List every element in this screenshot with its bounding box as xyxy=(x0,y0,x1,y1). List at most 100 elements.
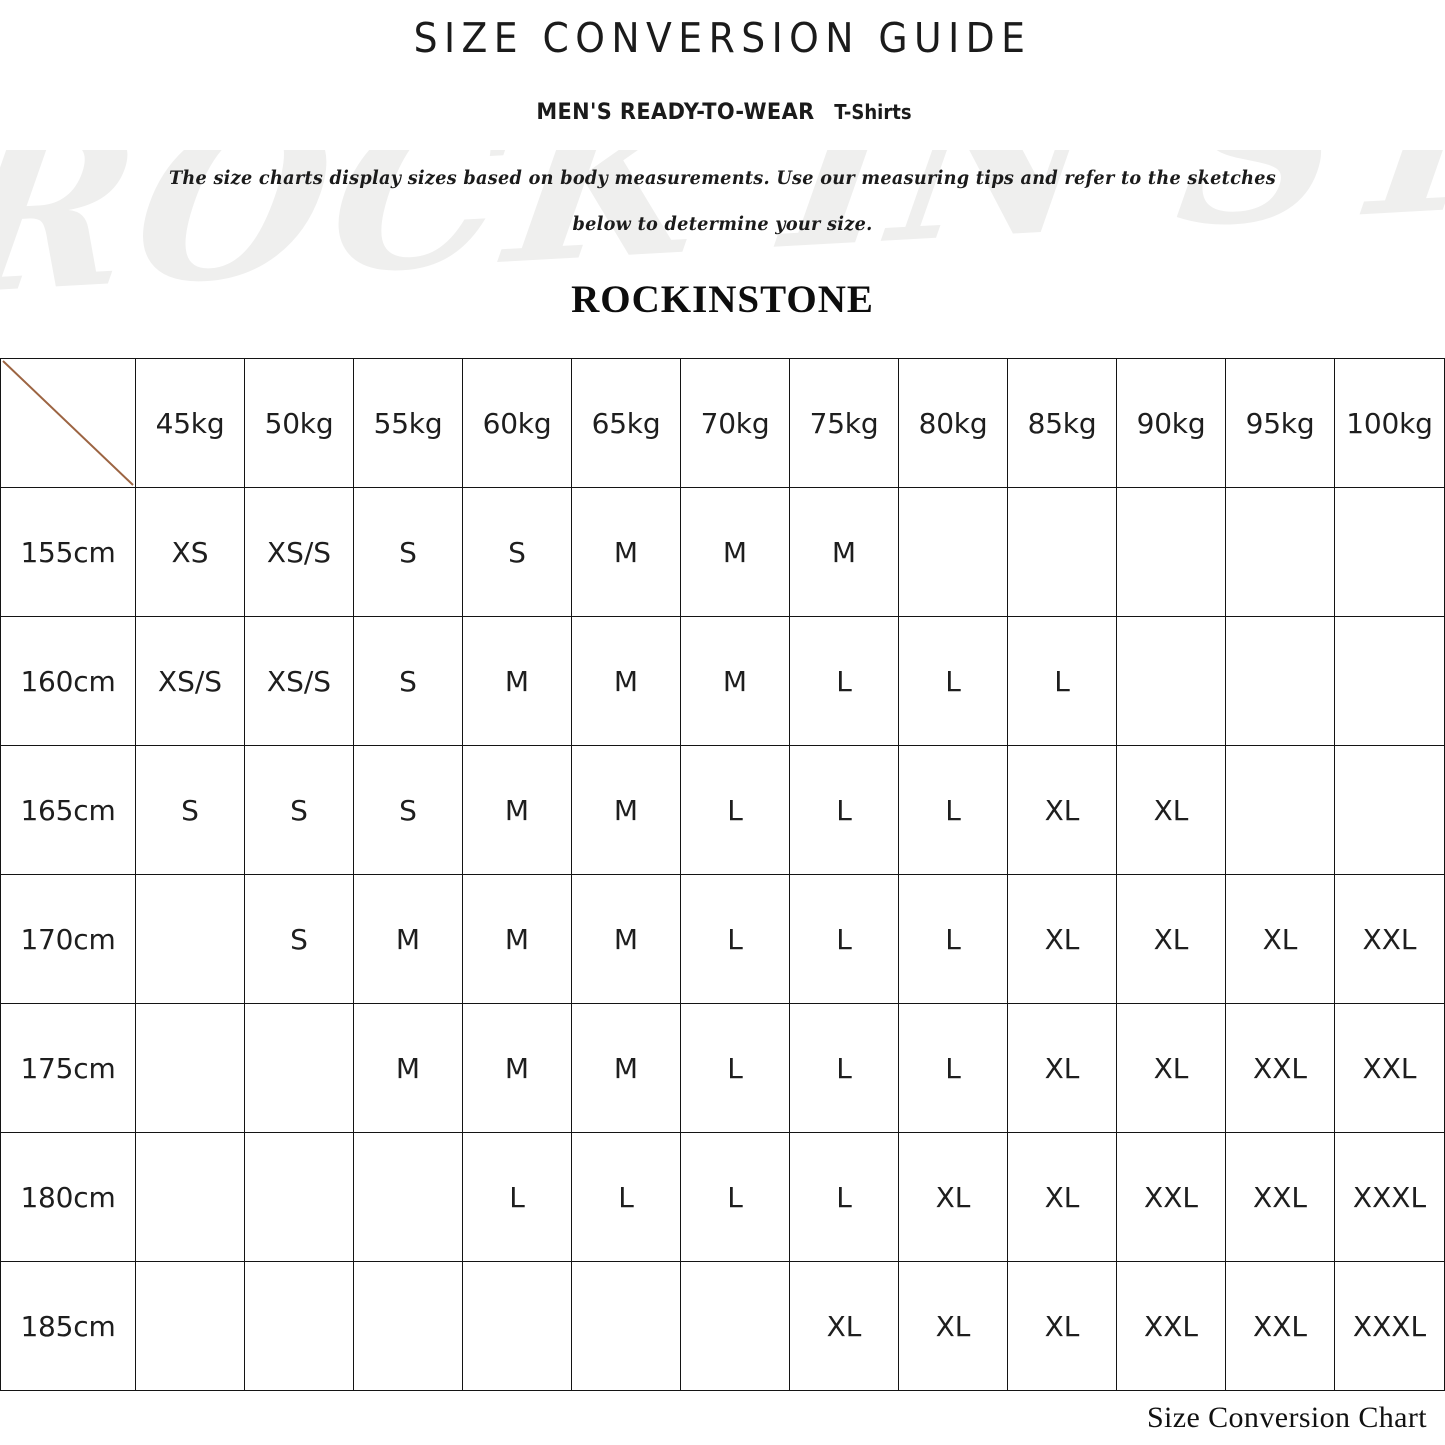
size-cell: L xyxy=(680,1132,790,1262)
column-header-weight: 55kg xyxy=(353,358,463,488)
column-header-weight: 75kg xyxy=(789,358,899,488)
table-row: 180cm L L L L XL XL XXL XXL XXXL xyxy=(0,1132,1445,1262)
brand-name: ROCKINSTONE xyxy=(571,278,874,321)
size-cell-empty xyxy=(680,1261,790,1391)
size-cell: M xyxy=(680,487,790,617)
corner-cell-diagonal xyxy=(0,358,136,488)
size-cell: M xyxy=(571,745,681,875)
size-cell: L xyxy=(898,745,1008,875)
size-cell: XXL xyxy=(1334,1003,1445,1133)
table-row: 170cm S M M M L L L XL XL XL XXL xyxy=(0,874,1445,1004)
size-cell: L xyxy=(462,1132,572,1262)
size-cell: L xyxy=(898,874,1008,1004)
size-cell: M xyxy=(571,1003,681,1133)
column-header-weight: 50kg xyxy=(244,358,354,488)
row-header-height: 180cm xyxy=(0,1132,136,1262)
size-cell: XXXL xyxy=(1334,1132,1445,1262)
size-cell: S xyxy=(353,616,463,746)
column-header-weight: 95kg xyxy=(1225,358,1335,488)
size-cell: M xyxy=(462,1003,572,1133)
size-cell: L xyxy=(789,874,899,1004)
size-cell: XXL xyxy=(1116,1132,1226,1262)
size-cell: XL xyxy=(1225,874,1335,1004)
size-cell: S xyxy=(462,487,572,617)
size-cell-empty xyxy=(135,1132,245,1262)
table-header-row: 45kg 50kg 55kg 60kg 65kg 70kg 75kg 80kg 85kg 90kg… xyxy=(0,358,1445,488)
size-cell-empty xyxy=(571,1261,681,1391)
table-row: 160cm XS/S XS/S S M M M L L L xyxy=(0,616,1445,746)
column-header-weight: 85kg xyxy=(1007,358,1117,488)
size-cell: S xyxy=(353,745,463,875)
size-cell: XS/S xyxy=(244,487,354,617)
size-cell-empty xyxy=(1007,487,1117,617)
subtitle-category: MEN'S READY-TO-WEAR xyxy=(536,100,815,125)
size-cell-empty xyxy=(898,487,1008,617)
size-cell: M xyxy=(571,616,681,746)
row-header-height: 185cm xyxy=(0,1261,136,1391)
size-cell-empty xyxy=(1225,616,1335,746)
size-cell-empty xyxy=(135,874,245,1004)
row-header-height: 160cm xyxy=(0,616,136,746)
size-cell: XXL xyxy=(1225,1003,1335,1133)
size-cell: L xyxy=(789,616,899,746)
size-cell-empty xyxy=(1334,487,1445,617)
size-cell: L xyxy=(680,745,790,875)
column-header-weight: 70kg xyxy=(680,358,790,488)
table-body: 45kg 50kg 55kg 60kg 65kg 70kg 75kg 80kg 85kg 90kg… xyxy=(0,358,1445,1391)
size-cell: S xyxy=(353,487,463,617)
size-cell: XL xyxy=(898,1132,1008,1262)
table-row: 165cm S S S M M L L L XL XL xyxy=(0,745,1445,875)
size-cell: S xyxy=(244,874,354,1004)
size-cell: XS/S xyxy=(135,616,245,746)
row-header-height: 165cm xyxy=(0,745,136,875)
size-cell: L xyxy=(680,1003,790,1133)
size-cell-empty xyxy=(244,1132,354,1262)
table-row: 175cm M M M L L L XL XL XXL XXL xyxy=(0,1003,1445,1133)
size-cell: M xyxy=(353,874,463,1004)
size-cell-empty xyxy=(462,1261,572,1391)
size-cell: M xyxy=(571,874,681,1004)
size-cell-empty xyxy=(135,1003,245,1133)
size-cell-empty xyxy=(1116,616,1226,746)
size-cell: L xyxy=(789,1132,899,1262)
size-cell: XL xyxy=(898,1261,1008,1391)
row-header-height: 175cm xyxy=(0,1003,136,1133)
size-cell: XXL xyxy=(1225,1132,1335,1262)
size-cell: M xyxy=(353,1003,463,1133)
chart-caption: Size Conversion Chart xyxy=(1146,1401,1427,1434)
size-cell: XXXL xyxy=(1334,1261,1445,1391)
size-cell-empty xyxy=(1116,487,1226,617)
size-cell: XL xyxy=(1007,745,1117,875)
size-cell: XS/S xyxy=(244,616,354,746)
size-cell: XL xyxy=(1116,874,1226,1004)
size-cell: M xyxy=(462,874,572,1004)
page-title: SIZE CONVERSION GUIDE xyxy=(413,14,1032,62)
diagonal-divider-icon xyxy=(2,360,134,486)
size-cell: L xyxy=(898,616,1008,746)
size-conversion-table: 45kg 50kg 55kg 60kg 65kg 70kg 75kg 80kg 85kg 90kg… xyxy=(0,358,1445,1391)
size-cell: L xyxy=(898,1003,1008,1133)
size-cell: M xyxy=(462,745,572,875)
description-line-1: The size charts display sizes based on b… xyxy=(168,167,1277,189)
size-cell: L xyxy=(789,745,899,875)
size-cell: XS xyxy=(135,487,245,617)
column-header-weight: 65kg xyxy=(571,358,681,488)
size-cell-empty xyxy=(1334,616,1445,746)
size-conversion-table-container: 45kg 50kg 55kg 60kg 65kg 70kg 75kg 80kg 85kg 90kg… xyxy=(0,358,1445,1391)
subtitle: MEN'S READY-TO-WEAR T-Shirts xyxy=(0,100,1445,125)
size-cell-empty xyxy=(244,1261,354,1391)
size-cell: XL xyxy=(1007,874,1117,1004)
size-cell-empty xyxy=(353,1132,463,1262)
size-cell: L xyxy=(571,1132,681,1262)
size-cell: S xyxy=(244,745,354,875)
row-header-height: 170cm xyxy=(0,874,136,1004)
size-cell-empty xyxy=(1225,487,1335,617)
size-cell: XXL xyxy=(1225,1261,1335,1391)
column-header-weight: 100kg xyxy=(1334,358,1445,488)
size-cell: XXL xyxy=(1116,1261,1226,1391)
size-cell-empty xyxy=(1225,745,1335,875)
table-row: 155cm XS XS/S S S M M M xyxy=(0,487,1445,617)
size-cell: M xyxy=(680,616,790,746)
column-header-weight: 90kg xyxy=(1116,358,1226,488)
size-cell: XL xyxy=(1007,1132,1117,1262)
